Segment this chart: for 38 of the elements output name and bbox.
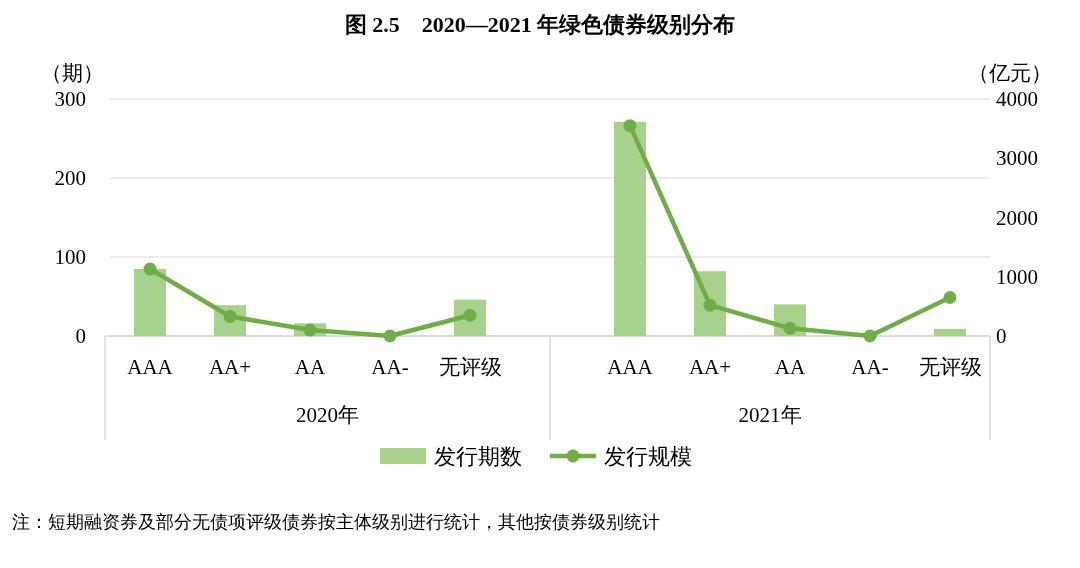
y-tick-label: 200 xyxy=(54,166,86,190)
y-tick-label: 300 xyxy=(54,87,86,111)
text: 注：短期融资券及部分无债项评级债券按主体级别进行统计，其他按债券级别统计 xyxy=(12,512,660,532)
y2-tick-label: 3000 xyxy=(996,146,1038,171)
point xyxy=(303,323,317,337)
legend-label: 发行期数 xyxy=(434,444,522,469)
text: 2021年 xyxy=(738,403,802,427)
y-axis-title: （期） xyxy=(40,61,104,85)
text: 2020年 xyxy=(296,403,359,427)
y2-tick-label: 1000 xyxy=(996,264,1038,289)
x-tick-label: AA xyxy=(294,355,326,379)
bar xyxy=(614,121,646,336)
x-tick-label: AA xyxy=(774,355,806,379)
chart-title: 图 2.5 2020—2021 年绿色债券级别分布 xyxy=(344,12,736,37)
y-tick-label: 100 xyxy=(54,245,86,269)
bar xyxy=(134,268,166,336)
x-tick-label: AA- xyxy=(851,355,889,379)
legend-label: 发行规模 xyxy=(604,444,692,469)
point xyxy=(143,262,157,276)
point xyxy=(863,329,877,343)
bar xyxy=(934,328,966,336)
x-tick-label: 无评级 xyxy=(438,355,502,379)
y2-tick-label: 0 xyxy=(996,324,1007,348)
point xyxy=(383,329,397,343)
y2-tick-label: 2000 xyxy=(996,205,1038,230)
point xyxy=(703,298,717,312)
point xyxy=(623,119,637,133)
y-tick-label: 0 xyxy=(75,324,86,348)
x-tick-label: AAA xyxy=(607,355,654,379)
point xyxy=(943,290,957,304)
point xyxy=(783,321,797,335)
x-tick-label: AAA xyxy=(127,355,174,379)
x-tick-label: AA- xyxy=(371,355,409,379)
x-tick-label: AA+ xyxy=(208,355,252,379)
x-tick-label: AA+ xyxy=(688,355,732,379)
y2-tick-label: 4000 xyxy=(996,87,1038,111)
x-tick-label: 无评级 xyxy=(918,355,982,379)
y2-axis-title: （亿元） xyxy=(968,61,1052,85)
